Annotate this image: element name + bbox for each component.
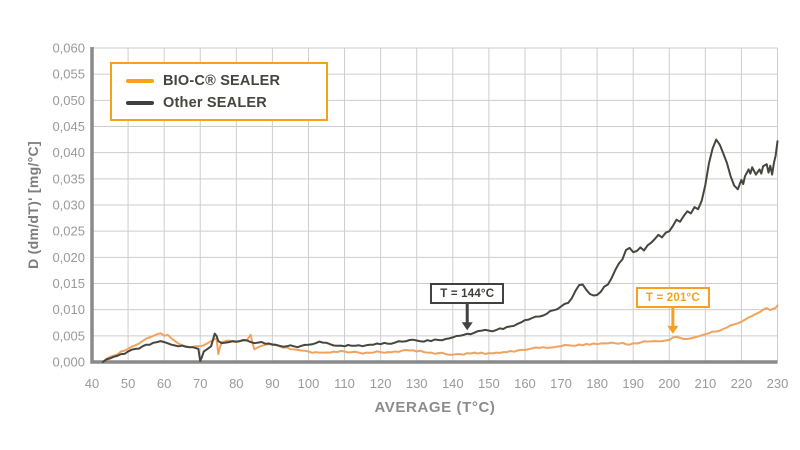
x-tick-label: 120 <box>370 376 392 391</box>
x-tick-label: 50 <box>121 376 135 391</box>
x-tick-label: 210 <box>694 376 716 391</box>
y-axis-title: D (dm/dT)' [mg/°C] <box>25 141 41 269</box>
y-tick-label: 0,040 <box>52 145 85 160</box>
x-tick-label: 180 <box>586 376 608 391</box>
legend-line-swatch-dark <box>126 101 154 105</box>
x-tick-label: 110 <box>334 376 355 391</box>
y-tick-label: 0,005 <box>52 328 85 343</box>
annotation-t144-text: T = 144°C <box>440 288 495 301</box>
legend-label-other-sealer: Other SEALER <box>163 95 267 111</box>
legend-item-other-sealer: Other SEALER <box>126 95 316 111</box>
x-axis-title: AVERAGE (T°C) <box>374 399 496 416</box>
series-line-other-sealer <box>101 138 779 363</box>
y-tick-label: 0,000 <box>52 355 85 370</box>
x-tick-label: 220 <box>731 376 753 391</box>
y-tick-label: 0,015 <box>52 276 85 291</box>
legend: BIO-C® SEALER Other SEALER <box>110 62 328 121</box>
annotation-arrow-head <box>667 325 679 334</box>
annotation-t144-callout: T = 144°C <box>430 283 505 305</box>
x-tick-label: 130 <box>406 376 428 391</box>
x-tick-label: 100 <box>298 376 320 391</box>
y-tick-label: 0,035 <box>52 171 85 186</box>
legend-label-bioc-sealer: BIO-C® SEALER <box>163 73 281 89</box>
y-tick-label: 0,030 <box>52 198 85 213</box>
x-tick-label: 170 <box>550 376 572 391</box>
annotation-t201-callout: T = 201°C <box>635 286 710 308</box>
x-tick-label: 140 <box>442 376 464 391</box>
x-tick-label: 190 <box>622 376 644 391</box>
series-line-bioc-sealer <box>101 304 779 363</box>
x-tick-label: 200 <box>658 376 680 391</box>
x-tick-label: 150 <box>478 376 500 391</box>
x-tick-label: 70 <box>193 376 207 391</box>
x-tick-label: 160 <box>514 376 536 391</box>
y-tick-label: 0,060 <box>52 41 85 56</box>
x-tick-label: 80 <box>229 376 243 391</box>
legend-item-bioc-sealer: BIO-C® SEALER <box>126 73 316 89</box>
annotation-arrow-head <box>461 322 473 331</box>
annotation-t201-text: T = 201°C <box>645 291 700 304</box>
y-tick-label: 0,055 <box>52 67 85 82</box>
y-tick-label: 0,010 <box>52 302 85 317</box>
x-tick-label: 60 <box>157 376 171 391</box>
y-tick-label: 0,020 <box>52 250 85 265</box>
y-tick-label: 0,050 <box>52 93 85 108</box>
x-tick-label: 90 <box>265 376 279 391</box>
x-tick-label: 40 <box>85 376 99 391</box>
legend-line-swatch-orange <box>126 79 154 83</box>
y-tick-label: 0,025 <box>52 224 85 239</box>
x-tick-label: 230 <box>767 376 789 391</box>
y-tick-label: 0,045 <box>52 119 85 134</box>
